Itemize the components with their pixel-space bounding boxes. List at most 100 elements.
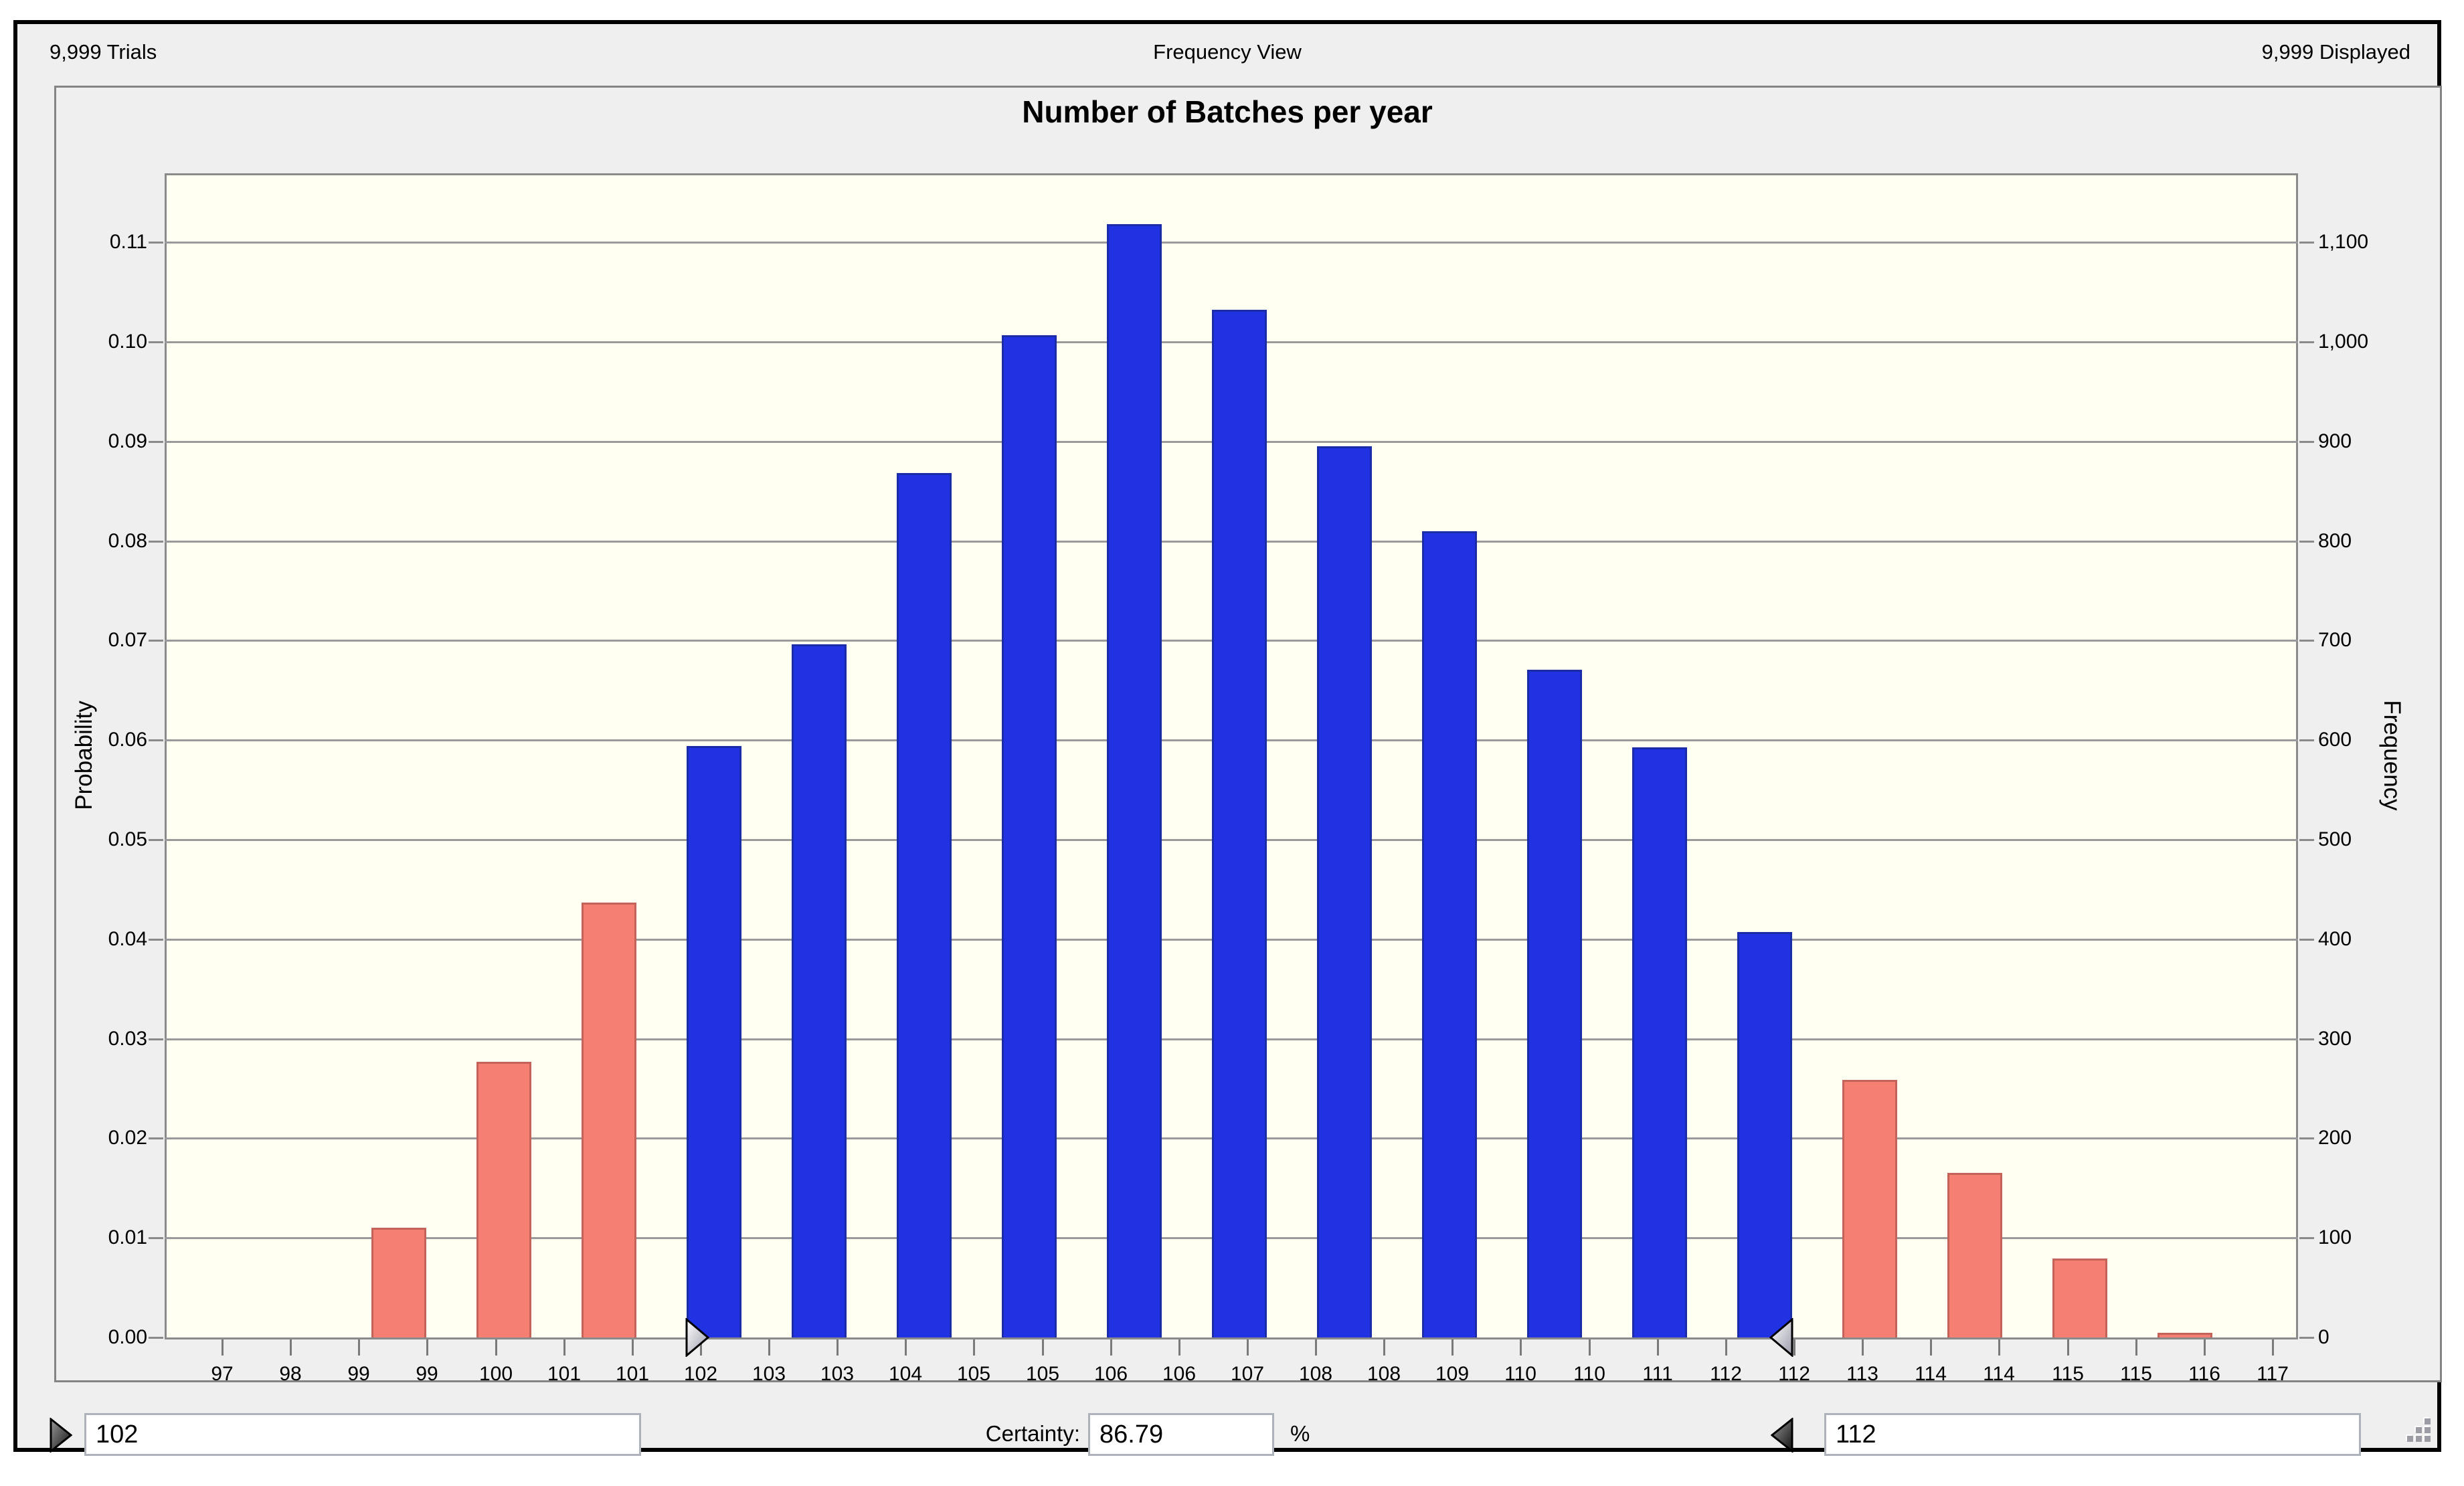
x-axis-tick	[1042, 1339, 1044, 1356]
y-tick-label-frequency: 400	[2318, 928, 2352, 950]
y-axis-tick-right	[2299, 1137, 2314, 1139]
x-tick-label: 101	[547, 1363, 582, 1385]
y-axis-tick-right	[2299, 441, 2314, 443]
y-tick-label-probability: 0.07	[108, 629, 147, 651]
x-tick-label: 103	[820, 1363, 855, 1385]
x-axis-tick	[1793, 1339, 1795, 1356]
x-axis-tick	[1657, 1339, 1659, 1356]
x-axis-tick	[1862, 1339, 1864, 1356]
x-tick-label: 105	[956, 1363, 991, 1385]
x-tick-label: 103	[752, 1363, 786, 1385]
bar-111	[1632, 747, 1687, 1337]
x-tick-label: 108	[1298, 1363, 1333, 1385]
y-axis-tick-right	[2299, 541, 2314, 543]
y-tick-label-frequency: 500	[2318, 828, 2352, 850]
y-tick-label-probability: 0.05	[108, 828, 147, 850]
x-axis-tick	[1110, 1339, 1112, 1356]
range-min-input[interactable]	[84, 1413, 641, 1456]
y-axis-tick-right	[2299, 640, 2314, 642]
y-axis-title-frequency: Frequency	[2379, 700, 2405, 811]
y-tick-label-probability: 0.04	[108, 928, 147, 950]
x-axis-tick	[2272, 1339, 2274, 1356]
bar-115	[2052, 1259, 2107, 1337]
x-axis-tick	[290, 1339, 292, 1356]
x-axis-tick	[973, 1339, 975, 1356]
y-tick-label-frequency: 600	[2318, 729, 2352, 751]
x-axis-tick	[1725, 1339, 1727, 1356]
x-axis-tick	[2204, 1339, 2206, 1356]
x-tick-label: 100	[478, 1363, 513, 1385]
y-tick-label-frequency: 200	[2318, 1127, 2352, 1149]
y-tick-label-probability: 0.10	[108, 331, 147, 353]
y-axis-title-probability: Probability	[71, 701, 97, 810]
y-axis-tick-right	[2299, 242, 2314, 244]
x-axis-tick	[1589, 1339, 1591, 1356]
x-tick-label: 99	[347, 1363, 370, 1385]
y-tick-label-probability: 0.09	[108, 430, 147, 452]
bar-105	[1002, 335, 1057, 1337]
x-tick-label: 97	[211, 1363, 234, 1385]
y-axis-tick-left	[149, 1137, 163, 1139]
y-tick-label-frequency: 0	[2318, 1326, 2329, 1348]
y-axis-tick-left	[149, 541, 163, 543]
bar-104	[897, 473, 952, 1337]
bar-113	[1842, 1080, 1897, 1337]
gridline	[165, 242, 2298, 244]
x-tick-label: 111	[1642, 1363, 1673, 1385]
x-tick-label: 99	[416, 1363, 438, 1385]
y-axis-tick-left	[149, 441, 163, 443]
y-axis-tick-left	[149, 1237, 163, 1239]
chart-title: Number of Batches per year	[1022, 94, 1433, 129]
bar-106	[1107, 224, 1162, 1337]
certainty-grabber-right[interactable]	[1769, 1318, 1793, 1357]
certainty-input[interactable]	[1088, 1413, 1274, 1456]
bar-109	[1422, 531, 1477, 1337]
bar-116	[2158, 1333, 2212, 1337]
y-axis-tick-right	[2299, 1237, 2314, 1239]
x-axis-tick	[495, 1339, 497, 1356]
y-tick-label-frequency: 900	[2318, 430, 2352, 452]
bar-102	[687, 746, 741, 1337]
y-axis-tick-right	[2299, 939, 2314, 941]
x-axis-tick	[905, 1339, 907, 1356]
x-axis-tick	[222, 1339, 224, 1356]
max-anchor-icon[interactable]	[1771, 1418, 1793, 1453]
x-axis-tick	[1998, 1339, 2000, 1356]
y-tick-label-probability: 0.00	[108, 1326, 147, 1348]
y-tick-label-frequency: 100	[2318, 1226, 2352, 1248]
y-axis-tick-left	[149, 640, 163, 642]
x-axis-tick	[1178, 1339, 1180, 1356]
bar-108	[1317, 446, 1372, 1337]
y-tick-label-frequency: 1,000	[2318, 331, 2369, 353]
certainty-label: Certainty:	[985, 1421, 1080, 1446]
resize-grip[interactable]	[2401, 1416, 2431, 1443]
y-axis-tick-left	[149, 839, 163, 841]
forecast-window: 9,999 Trials Frequency View 9,999 Displa…	[13, 20, 2442, 1456]
x-tick-label: 106	[1093, 1363, 1128, 1385]
x-tick-label: 101	[615, 1363, 650, 1385]
x-tick-label: 107	[1230, 1363, 1265, 1385]
min-anchor-icon[interactable]	[50, 1418, 72, 1453]
range-max-input[interactable]	[1824, 1413, 2361, 1456]
y-axis-tick-right	[2299, 839, 2314, 841]
x-axis-tick	[700, 1339, 702, 1356]
bar-114	[1947, 1173, 2002, 1337]
x-axis-tick	[426, 1339, 428, 1356]
x-tick-label: 116	[2188, 1363, 2220, 1385]
y-axis-tick-right	[2299, 1337, 2314, 1339]
x-axis-tick	[1315, 1339, 1317, 1356]
y-axis-tick-left	[149, 1038, 163, 1040]
trials-count: 9,999 Trials	[50, 40, 157, 64]
x-tick-label: 115	[2120, 1363, 2152, 1385]
view-mode-label: Frequency View	[1153, 40, 1302, 64]
bar-103	[792, 644, 847, 1337]
x-tick-label: 115	[2052, 1363, 2084, 1385]
certainty-grabber-left[interactable]	[685, 1318, 709, 1357]
x-tick-label: 102	[683, 1363, 718, 1385]
y-tick-label-probability: 0.02	[108, 1127, 147, 1149]
bar-101	[582, 903, 636, 1337]
y-axis-tick-left	[149, 1337, 163, 1339]
bar-100	[476, 1062, 531, 1337]
x-tick-label: 109	[1435, 1363, 1470, 1385]
